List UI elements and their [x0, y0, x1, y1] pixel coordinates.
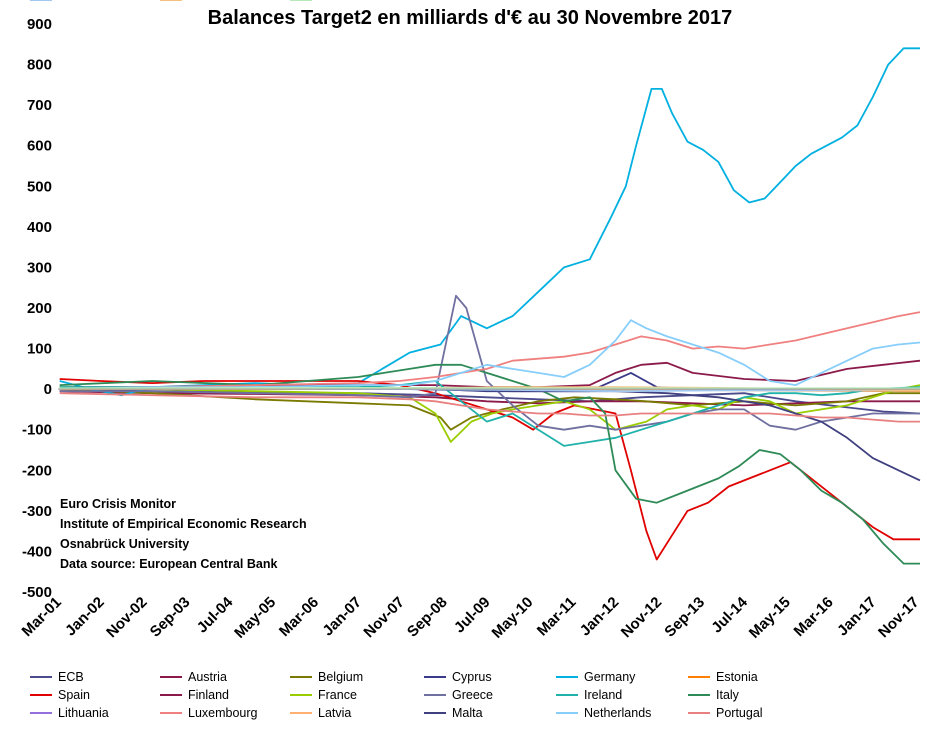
x-tick-label: Mar-06: [276, 594, 322, 640]
y-tick-label: 100: [27, 341, 52, 358]
x-tick-label: Nov-12: [618, 594, 665, 641]
legend-label: ECB: [58, 670, 84, 684]
legend-label: Slovenia: [58, 0, 106, 3]
legend-label: Spain: [58, 688, 90, 702]
legend-label: France: [318, 688, 357, 702]
y-tick-label: 800: [27, 57, 52, 74]
series-layer: [59, 47, 921, 565]
chart-title: Balances Target2 en milliards d'€ au 30 …: [208, 7, 733, 29]
x-tick-label: Sep-08: [404, 594, 451, 641]
series-line-germany: [59, 47, 920, 397]
legend: ECB Austria Belgium Cyprus Germany Estonia Spa…: [30, 0, 763, 720]
legend-label: Finland: [188, 688, 229, 702]
x-tick-label: Sep-03: [147, 594, 194, 641]
x-tick-label: Nov-07: [360, 594, 407, 641]
series-line-greece: [59, 294, 920, 431]
x-tick-label: Mar-16: [791, 594, 837, 640]
x-tick-label: Jan-02: [62, 594, 108, 640]
y-tick-label: 500: [27, 178, 52, 195]
x-tick-label: Jan-17: [834, 594, 880, 640]
legend-label: Luxembourg: [188, 706, 258, 720]
legend-label: Latvia: [318, 706, 351, 720]
y-tick-label: -400: [22, 543, 52, 560]
legend-label: Belgium: [318, 670, 363, 684]
legend-label: Ireland: [584, 688, 622, 702]
y-tick-label: 700: [27, 97, 52, 114]
x-tick-label: Mar-11: [534, 594, 580, 640]
y-tick-label: 400: [27, 219, 52, 236]
x-tick-label: May-10: [489, 594, 537, 642]
x-tick-label: Nov-17: [875, 594, 922, 641]
legend-label: Germany: [584, 670, 636, 684]
x-tick-label: Jul-09: [451, 594, 494, 637]
y-tick-label: -200: [22, 462, 52, 479]
y-tick-label: -500: [22, 584, 52, 601]
series-line-belgium: [59, 388, 920, 431]
legend-label: Out-NCBs: [318, 0, 375, 3]
y-tick-label: -300: [22, 503, 52, 520]
y-tick-label: -100: [22, 422, 52, 439]
y-tick-label: 600: [27, 138, 52, 155]
y-tick-label: 300: [27, 259, 52, 276]
y-tick-label: 900: [27, 16, 52, 33]
series-line-portugal: [59, 392, 920, 423]
legend-label: Estonia: [716, 670, 758, 684]
x-tick-label: Jan-12: [577, 594, 623, 640]
annotation-line: Osnabrück University: [60, 537, 189, 551]
series-line-spain: [59, 378, 920, 561]
legend-label: Lithuania: [58, 706, 109, 720]
legend-label: Malta: [452, 706, 483, 720]
series-line-luxembourg: [59, 311, 921, 390]
annotation-line: Data source: European Central Bank: [60, 557, 277, 571]
legend-label: Greece: [452, 688, 493, 702]
x-tick-label: Nov-02: [103, 594, 150, 641]
y-tick-label: 0: [44, 381, 52, 398]
x-tick-label: May-05: [231, 594, 279, 642]
legend-label: Portugal: [716, 706, 763, 720]
series-line-italy: [59, 363, 920, 565]
annotation-line: Institute of Empirical Economic Research: [60, 517, 307, 531]
x-tick-label: Jan-07: [319, 594, 365, 640]
x-tick-label: May-15: [746, 594, 794, 642]
y-tick-label: 200: [27, 300, 52, 317]
legend-label: Netherlands: [584, 706, 651, 720]
source-note: Euro Crisis Monitor Institute of Empirica…: [60, 497, 307, 571]
legend-label: Italy: [716, 688, 740, 702]
x-tick-label: Sep-13: [661, 594, 708, 641]
legend-label: Austria: [188, 670, 227, 684]
legend-label: Slovakia: [188, 0, 235, 3]
series-line-netherlands: [59, 319, 921, 390]
annotation-line: Euro Crisis Monitor: [60, 497, 176, 511]
legend-label: Cyprus: [452, 670, 492, 684]
